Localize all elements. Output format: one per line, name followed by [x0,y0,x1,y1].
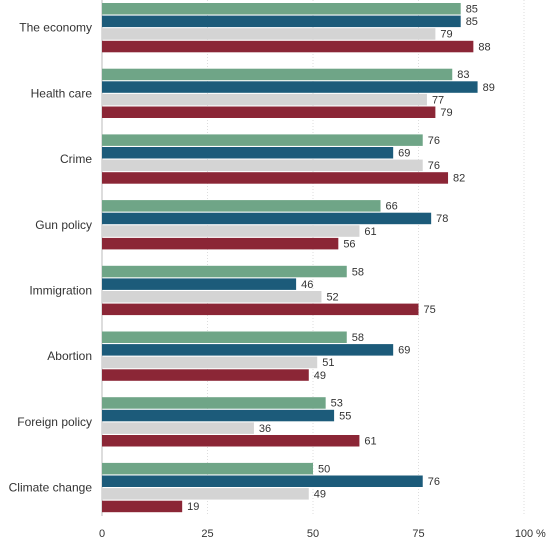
bar-value-label: 50 [318,463,330,475]
bar [102,40,474,53]
bar-value-label: 53 [331,398,343,410]
bar [102,344,394,356]
bar-value-label: 49 [314,489,326,501]
bar [102,265,347,278]
bar-value-label: 79 [440,29,452,41]
bar [102,435,360,447]
bar [102,200,381,212]
bar-value-label: 85 [466,4,478,16]
bar [102,397,326,409]
x-tick-label: 25 [201,528,213,540]
bar [102,159,423,172]
bar [102,3,461,15]
bar [102,147,394,159]
bar-value-label: 88 [478,41,490,53]
bar [102,369,309,381]
bar-value-label: 46 [301,279,313,291]
category-label: Foreign policy [17,415,92,429]
bar-value-label: 58 [352,332,364,344]
x-axis-ticks: 0 25 50 75 100% [99,528,546,540]
bar-value-label: 75 [424,304,436,316]
bar [102,462,313,475]
bar-value-label: 76 [428,476,440,488]
category-label: Gun policy [35,218,92,232]
bar-value-label: 58 [352,266,364,278]
bar [102,106,436,118]
bar [102,500,183,513]
category-label: The economy [19,21,92,35]
bar [102,28,436,40]
bar [102,409,335,422]
bar [102,291,322,303]
bar-value-label: 83 [457,69,469,81]
bar [102,356,318,369]
bar [102,331,347,343]
bar-value-label: 69 [398,345,410,357]
bar [102,212,432,225]
bar [102,488,309,500]
category-label: Crime [60,152,92,166]
bar [102,422,254,434]
bar-value-label: 52 [326,292,338,304]
bar-value-label: 51 [322,357,334,369]
bar-value-label: 55 [339,410,351,422]
bar-value-label: 76 [428,160,440,172]
bar [102,172,449,184]
bar-value-label: 69 [398,148,410,160]
bar-value-label: 77 [432,94,444,106]
bars: 8585798883897779766976826678615658465275… [102,3,495,513]
bar [102,278,297,290]
category-label: Climate change [9,481,93,495]
x-axis-unit: % [536,528,546,540]
bar [102,237,339,250]
category-label: Abortion [47,349,92,363]
bar-value-label: 61 [364,226,376,238]
bar [102,68,453,81]
bar-value-label: 56 [343,238,355,250]
bar [102,225,360,237]
x-tick-label: 0 [99,528,105,540]
bar [102,15,461,28]
bar [102,475,423,487]
bar-value-label: 85 [466,16,478,28]
bar-value-label: 61 [364,436,376,448]
bar-value-label: 49 [314,370,326,382]
bar-value-label: 89 [483,82,495,94]
bar [102,303,419,316]
bar-value-label: 82 [453,173,465,185]
bar-value-label: 79 [440,107,452,119]
category-labels: The economy Health care Crime Gun policy Imm… [9,21,93,495]
x-tick-label: 50 [307,528,319,540]
bar-value-label: 76 [428,135,440,147]
bar-value-label: 19 [187,501,199,513]
x-tick-label: 75 [412,528,424,540]
bar-value-label: 78 [436,213,448,225]
category-label: Health care [31,86,93,100]
bar [102,81,478,93]
bar [102,93,427,106]
category-label: Immigration [29,283,92,297]
bar-value-label: 66 [386,201,398,213]
bar-value-label: 36 [259,423,271,435]
bar [102,134,423,146]
x-tick-label: 100 [515,528,533,540]
